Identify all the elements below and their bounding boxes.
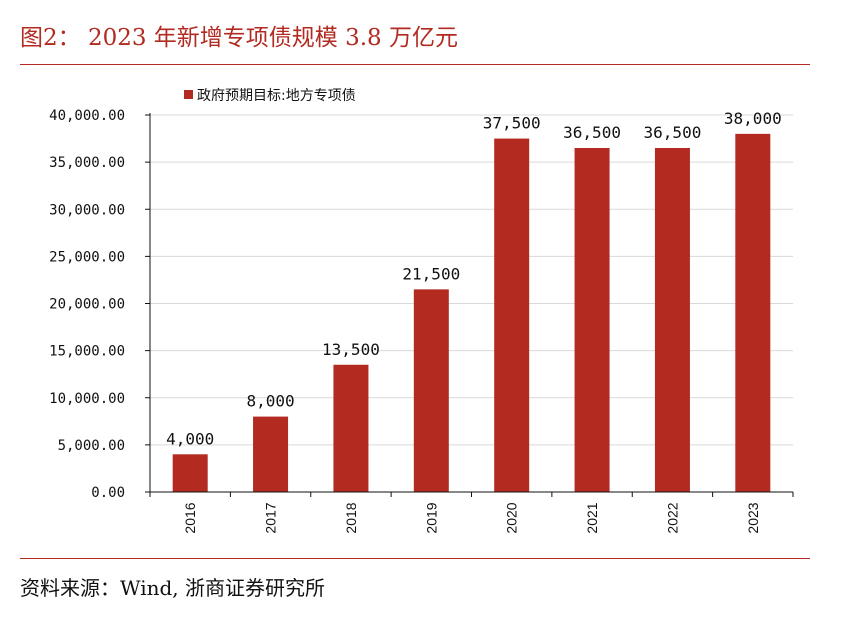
data-label-2020: 37,500 <box>483 114 541 133</box>
x-axis-tick-labels: 2016 2017 2018 2019 2020 2021 2022 2023 <box>182 502 761 533</box>
source-divider <box>20 558 810 559</box>
x-tick-label-2020: 2020 <box>504 502 520 533</box>
bar-2018 <box>333 364 369 492</box>
data-label-2023: 38,000 <box>724 109 782 128</box>
bar-2016 <box>172 454 208 492</box>
source-note: 资料来源：Wind, 浙商证券研究所 <box>20 576 325 600</box>
legend-label: 政府预期目标:地方专项债 <box>197 88 356 104</box>
chart-title: 图2： 2023 年新增专项债规模 3.8 万亿元 <box>20 25 458 51</box>
y-tick-label: 10,000.00 <box>49 391 125 407</box>
legend: 政府预期目标:地方专项债 <box>184 88 356 104</box>
bar-2022 <box>654 147 690 493</box>
x-tick-label-2022: 2022 <box>664 502 680 533</box>
x-tick-label-2019: 2019 <box>423 502 439 533</box>
data-label-2017: 8,000 <box>246 392 294 411</box>
bar-2021 <box>574 147 610 493</box>
x-tick-label-2021: 2021 <box>584 502 600 533</box>
bar-2023 <box>735 133 771 492</box>
y-tick-label: 40,000.00 <box>49 108 125 124</box>
data-labels: 4,000 8,000 13,500 21,500 37,500 36,500 36,500… <box>166 109 782 448</box>
y-tick-label: 30,000.00 <box>49 202 125 218</box>
data-label-2021: 36,500 <box>563 123 621 142</box>
x-tick-label-2018: 2018 <box>343 502 359 533</box>
y-tick-label: 0.00 <box>91 485 125 501</box>
y-tick-label: 25,000.00 <box>49 249 125 265</box>
title-divider <box>20 64 810 65</box>
data-label-2018: 13,500 <box>322 340 380 359</box>
y-tick-label: 5,000.00 <box>58 438 125 454</box>
y-tick-label: 20,000.00 <box>49 297 125 313</box>
bars <box>172 133 771 493</box>
axes <box>145 113 794 497</box>
data-label-2019: 21,500 <box>402 264 460 283</box>
x-tick-label-2023: 2023 <box>745 502 761 533</box>
data-label-2022: 36,500 <box>644 123 702 142</box>
x-tick-label-2016: 2016 <box>182 502 198 533</box>
data-label-2016: 4,000 <box>166 429 214 448</box>
legend-swatch <box>184 90 193 99</box>
bar-2020 <box>494 138 530 492</box>
x-tick-label-2017: 2017 <box>263 502 279 533</box>
y-axis-tick-labels: 0.00 5,000.00 10,000.00 15,000.00 20,000.00 2… <box>49 108 125 501</box>
bar-2019 <box>413 289 449 492</box>
y-tick-label: 15,000.00 <box>49 344 125 360</box>
bar-2017 <box>253 416 289 492</box>
y-tick-label: 35,000.00 <box>49 155 125 171</box>
